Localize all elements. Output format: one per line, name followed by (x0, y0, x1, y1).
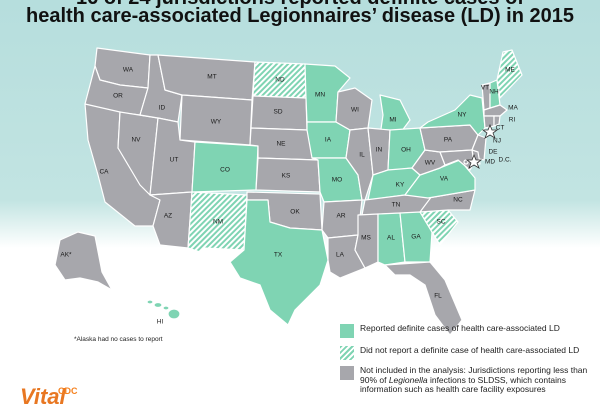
state-label-NH: NH (489, 89, 499, 96)
state-MA (483, 104, 508, 117)
state-label-PA: PA (444, 137, 453, 144)
state-label-MS: MS (361, 235, 371, 242)
state-HI (146, 299, 181, 320)
legend-item-not-reported: Did not report a definite case of health… (340, 345, 590, 360)
state-CT (483, 115, 495, 129)
state-label-IA: IA (325, 137, 332, 144)
state-label-AZ: AZ (164, 213, 172, 220)
state-label-MI: MI (389, 117, 396, 124)
us-map: WA OR CA NV ID MT WY UT AZ CO NM ND SD N… (54, 47, 523, 336)
state-AK* (54, 231, 113, 291)
state-label-WI: WI (351, 107, 359, 114)
state-label-TN: TN (392, 202, 401, 209)
legend-item-reported: Reported definite cases of health care-a… (340, 323, 590, 338)
state-label-OR: OR (113, 93, 123, 100)
state-label-MO: MO (332, 177, 342, 184)
state-label-GA: GA (411, 234, 421, 241)
map-title-line-1: 16 of 24 jurisdictions reported definite… (0, 0, 600, 10)
state-label-FL: FL (434, 293, 442, 300)
legend-label-reported: Reported definite cases of health care-a… (360, 323, 560, 333)
legend-swatch-not-included (340, 366, 354, 380)
map-title-line-2: health care-associated Legionnaires’ dis… (26, 5, 574, 27)
legend-label-not-reported: Did not report a definite case of health… (360, 345, 580, 355)
state-TX (229, 199, 329, 326)
legend-item-not-included: Not included in the analysis: Jurisdicti… (340, 365, 590, 395)
state-label-NC: NC (453, 197, 463, 204)
state-label-KS: KS (282, 173, 291, 180)
state-label-RI: RI (509, 117, 516, 124)
state-label-NM: NM (213, 219, 223, 226)
state-D.C. (463, 159, 469, 165)
state-label-OH: OH (401, 147, 411, 154)
legend-swatch-reported (340, 324, 354, 338)
state-label-CT: CT (496, 125, 505, 132)
state-label-TX: TX (274, 252, 283, 259)
state-label-WY: WY (211, 119, 222, 126)
legend-label-not-included: Not included in the analysis: Jurisdicti… (360, 365, 588, 394)
state-ME (496, 49, 523, 99)
state-label-NV: NV (131, 137, 141, 144)
state-label-IL: IL (359, 152, 365, 159)
state-label-AL: AL (387, 235, 395, 242)
state-label-CO: CO (220, 167, 230, 174)
state-label-WV: WV (425, 160, 436, 167)
star-icon-ct-nyc (481, 123, 499, 139)
state-label-MA: MA (508, 105, 518, 112)
cdc-logo-text: CDC (58, 386, 78, 396)
state-label-NY: NY (457, 112, 467, 119)
state-label-ID: ID (159, 105, 166, 112)
state-label-SD: SD (273, 109, 282, 116)
state-label-OK: OK (290, 209, 300, 216)
state-label-LA: LA (336, 252, 345, 259)
state-label-NJ: NJ (493, 138, 501, 145)
state-label-UT: UT (170, 157, 179, 164)
state-label-SC: SC (436, 219, 445, 226)
legend-swatch-not-reported (340, 346, 354, 360)
state-label-HI: HI (157, 319, 164, 326)
state-label-IN: IN (376, 147, 383, 154)
state-label-VT: VT (481, 85, 489, 92)
state-label-MT: MT (207, 74, 216, 81)
state-label-AR: AR (336, 213, 345, 220)
state-label-ME: ME (505, 67, 515, 74)
state-GA (399, 211, 433, 263)
state-AL (377, 212, 406, 266)
state-label-MN: MN (315, 92, 325, 99)
state-label-AK*: AK* (60, 252, 72, 259)
state-label-DE: DE (488, 149, 498, 156)
state-label-ND: ND (275, 77, 285, 84)
state-label-CA: CA (99, 169, 109, 176)
state-label-NE: NE (276, 141, 286, 148)
footnote: *Alaska had no cases to report (74, 336, 163, 343)
state-label-VA: VA (440, 176, 449, 183)
state-label-MD: MD (485, 159, 495, 166)
state-FL (384, 261, 463, 336)
state-label-WA: WA (123, 67, 134, 74)
state-label-D.C.: D.C. (499, 157, 512, 164)
state-label-KY: KY (396, 182, 405, 189)
star-icon-dc (465, 153, 483, 169)
state-RI (493, 115, 501, 127)
